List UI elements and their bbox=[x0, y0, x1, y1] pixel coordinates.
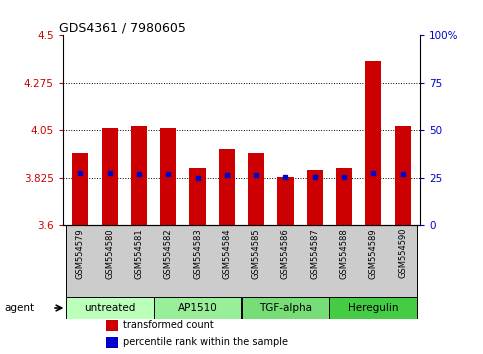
Text: GSM554589: GSM554589 bbox=[369, 228, 378, 279]
Bar bbox=[336, 168, 352, 225]
Text: GSM554585: GSM554585 bbox=[252, 228, 261, 279]
Bar bbox=[365, 61, 382, 225]
Text: GSM554587: GSM554587 bbox=[310, 228, 319, 279]
Bar bbox=[242, 297, 329, 319]
Text: GSM554582: GSM554582 bbox=[164, 228, 173, 279]
Bar bbox=[72, 153, 88, 225]
Text: GSM554588: GSM554588 bbox=[340, 228, 349, 279]
Text: GSM554580: GSM554580 bbox=[105, 228, 114, 279]
Text: untreated: untreated bbox=[84, 303, 135, 313]
Text: transformed count: transformed count bbox=[123, 320, 214, 330]
Bar bbox=[131, 126, 147, 225]
Bar bbox=[395, 126, 411, 225]
Text: GSM554583: GSM554583 bbox=[193, 228, 202, 279]
Text: percentile rank within the sample: percentile rank within the sample bbox=[123, 337, 288, 347]
Bar bbox=[329, 297, 417, 319]
Text: GSM554586: GSM554586 bbox=[281, 228, 290, 279]
Bar bbox=[248, 153, 264, 225]
Text: GSM554581: GSM554581 bbox=[134, 228, 143, 279]
Text: GSM554590: GSM554590 bbox=[398, 228, 407, 278]
Text: GSM554584: GSM554584 bbox=[222, 228, 231, 279]
Bar bbox=[66, 297, 154, 319]
Bar bbox=[154, 297, 242, 319]
Bar bbox=[307, 170, 323, 225]
Text: agent: agent bbox=[4, 303, 34, 313]
Text: GSM554579: GSM554579 bbox=[76, 228, 85, 279]
Text: TGF-alpha: TGF-alpha bbox=[259, 303, 312, 313]
Bar bbox=[277, 177, 294, 225]
Bar bbox=[219, 149, 235, 225]
Text: AP1510: AP1510 bbox=[178, 303, 217, 313]
Bar bbox=[101, 128, 118, 225]
Text: Heregulin: Heregulin bbox=[348, 303, 398, 313]
Text: GDS4361 / 7980605: GDS4361 / 7980605 bbox=[59, 21, 186, 34]
Bar bbox=[106, 337, 118, 348]
Bar bbox=[160, 128, 176, 225]
Bar bbox=[106, 320, 118, 331]
Bar bbox=[189, 168, 206, 225]
